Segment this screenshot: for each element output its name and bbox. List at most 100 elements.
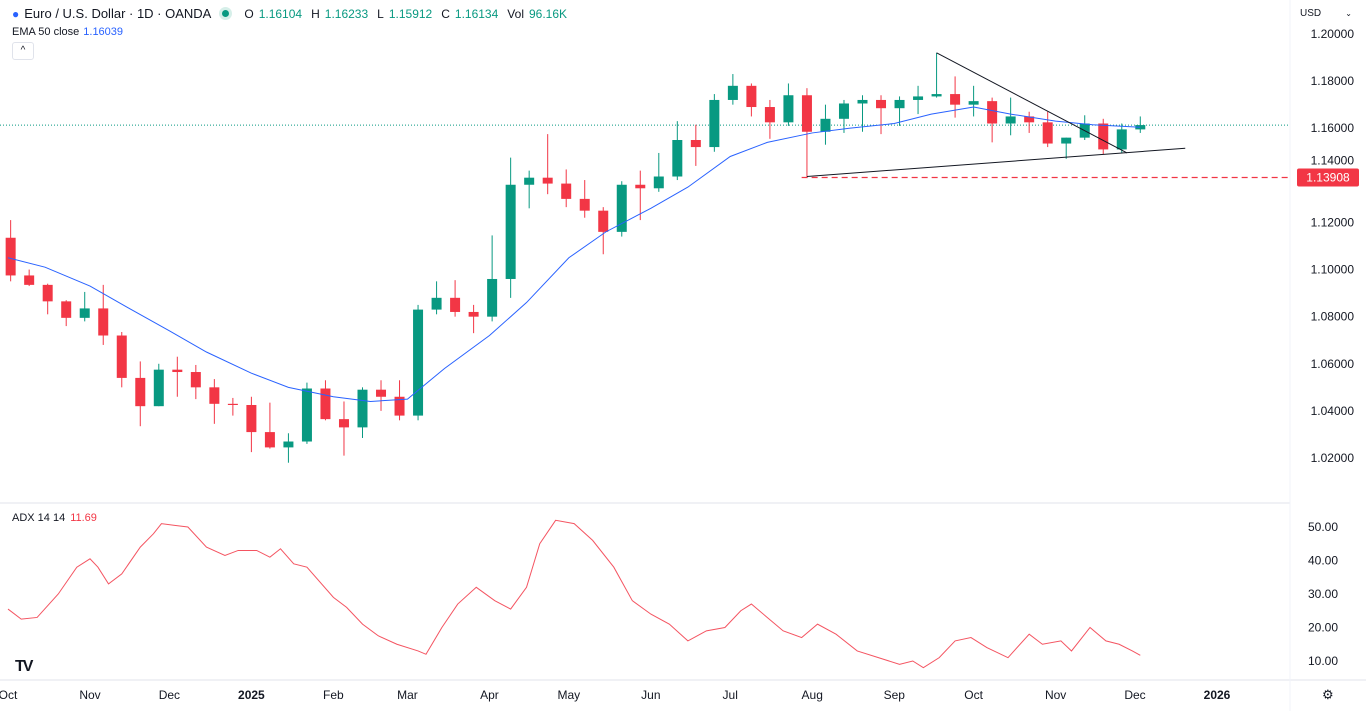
candle-body (246, 405, 257, 433)
candle-body (338, 419, 349, 428)
price-tick-label: 1.02000 (1311, 451, 1355, 465)
support-level[interactable]: 1.13908 (801, 168, 1359, 187)
candle-body (672, 140, 683, 177)
trendline (806, 147, 1186, 178)
ema-legend[interactable]: EMA 50 close 1.16039 (12, 26, 123, 38)
time-tick-label: Oct (964, 688, 983, 702)
candle-body (394, 396, 405, 416)
candle-body (98, 308, 109, 336)
candle-body (1098, 123, 1109, 150)
candle-body (190, 372, 201, 388)
candle-body (61, 301, 72, 318)
time-tick-label: Mar (397, 688, 418, 702)
candle-body (301, 388, 312, 442)
support-price-badge (1297, 168, 1359, 187)
time-tick-label: Feb (323, 688, 344, 702)
adx-polyline (7, 519, 1141, 669)
time-tick-label: Nov (1045, 688, 1066, 702)
candle-body (505, 184, 516, 279)
close-value: 1.16134 (454, 6, 499, 21)
candle-body (894, 99, 905, 109)
candle-body (376, 389, 387, 397)
tradingview-logo-icon[interactable]: TV (15, 658, 34, 675)
candles (5, 52, 1146, 463)
symbol-legend: ● Euro / U.S. Dollar · 1D · OANDA O 1.161… (12, 6, 567, 21)
candle-body (579, 198, 590, 211)
candle-body (764, 107, 775, 123)
time-tick-label: 2026 (1204, 688, 1231, 702)
candle-body (709, 99, 720, 148)
candle-body (561, 183, 572, 199)
adx-legend[interactable]: ADX 14 14 11.69 (12, 512, 97, 524)
candle-body (283, 441, 294, 448)
price-tick-label: 1.08000 (1311, 310, 1355, 324)
low-value: 1.15912 (388, 6, 433, 21)
candle-body (450, 297, 461, 312)
candle-body (542, 177, 553, 184)
market-status-icon (222, 10, 230, 17)
high-value: 1.16233 (324, 6, 369, 21)
time-tick-label: Jun (641, 688, 660, 702)
symbol-logo-icon: ● (12, 6, 20, 21)
candle-body (42, 284, 53, 302)
adx-tick-label: 30.00 (1308, 587, 1338, 601)
candle-body (690, 140, 701, 148)
time-tick-label: Apr (480, 688, 499, 702)
ema-value: 1.16039 (83, 26, 124, 38)
symbol-title[interactable]: Euro / U.S. Dollar · 1D · OANDA (24, 6, 212, 21)
price-tick-label: 1.18000 (1311, 74, 1355, 88)
price-tick-label: 1.04000 (1311, 404, 1355, 418)
adx-axis[interactable]: 50.00 40.00 30.00 20.00 10.00 (1308, 520, 1338, 668)
adx-tick-label: 50.00 (1308, 520, 1338, 534)
candle-body (1116, 129, 1127, 150)
candle-body (598, 210, 609, 232)
settings-gear-icon[interactable]: ⚙ (1322, 687, 1334, 702)
time-tick-label: Dec (159, 688, 180, 702)
trendline (936, 52, 1128, 154)
price-tick-label: 1.14000 (1311, 154, 1355, 168)
adx-value: 11.69 (70, 512, 97, 524)
price-axis[interactable]: 1.20000 1.18000 1.16000 1.14000 1.12000 1.100… (1311, 27, 1355, 465)
trendlines[interactable] (806, 52, 1186, 178)
candle-body (5, 237, 16, 276)
candle-body (413, 309, 424, 416)
candle-body (357, 389, 368, 428)
candle-body (1024, 116, 1035, 123)
time-tick-label: Oct (0, 688, 18, 702)
candle-body (820, 118, 831, 132)
candle-body (264, 432, 275, 448)
candle-body (876, 99, 887, 109)
candle-body (524, 177, 535, 185)
candle-body (153, 369, 164, 407)
currency-selector[interactable]: USD ⌄ (1296, 5, 1356, 23)
close-label: C (441, 6, 450, 21)
adx-label: ADX 14 14 (12, 512, 66, 524)
ema50-polyline (7, 106, 1141, 402)
candle-body (24, 275, 35, 285)
candle-body (1061, 137, 1072, 144)
adx-line (7, 519, 1141, 669)
candle-body (987, 101, 998, 124)
time-tick-label: 2025 (238, 688, 265, 702)
candle-body (931, 94, 942, 97)
volume-value: 96.16K (528, 6, 568, 21)
time-tick-label: Sep (884, 688, 906, 702)
price-tick-label: 1.16000 (1311, 121, 1355, 135)
candle-body (320, 388, 331, 420)
volume-label: Vol (507, 6, 524, 21)
chevron-down-icon: ⌄ (1345, 9, 1352, 18)
collapse-legend-button[interactable]: ^ (12, 42, 34, 60)
candle-body (727, 85, 738, 100)
ema-line (7, 106, 1141, 402)
candle-body (783, 95, 794, 123)
candle-body (950, 94, 961, 105)
time-axis[interactable]: Oct Nov Dec 2025 Feb Mar Apr May Jun Jul Aug Sep Oct… (0, 688, 1231, 702)
candle-body (968, 101, 979, 105)
candle-body (635, 184, 646, 189)
time-tick-label: Dec (1124, 688, 1145, 702)
candle-body (431, 297, 442, 310)
candle-body (801, 95, 812, 132)
candle-body (487, 278, 498, 317)
